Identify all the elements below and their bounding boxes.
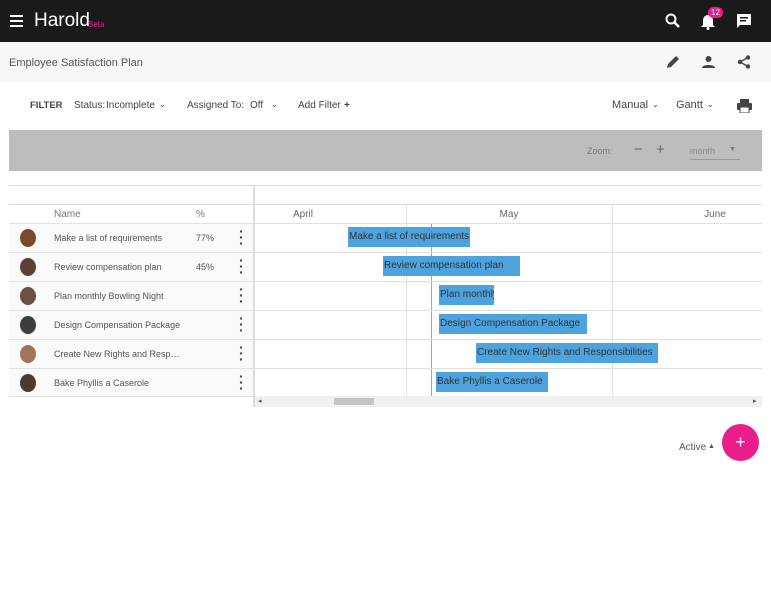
gantt-bar[interactable]: Bake Phyllis a Caserole (436, 372, 548, 392)
task-row (9, 310, 253, 339)
row-menu[interactable]: · · · (239, 281, 244, 309)
month-divider (612, 205, 613, 396)
search-icon[interactable] (665, 13, 681, 29)
row-rule (255, 281, 762, 282)
filter-label: FILTER (30, 100, 63, 111)
row-rule (255, 339, 762, 340)
status-select[interactable]: Active (679, 442, 707, 453)
row-rule (255, 223, 762, 224)
dropdown-arrow[interactable]: ⌄ (707, 100, 714, 109)
chat-icon[interactable] (736, 13, 752, 29)
dropdown-arrow[interactable]: ⌄ (159, 100, 166, 109)
assigned-filter-value[interactable]: Off (250, 100, 264, 111)
row-menu[interactable]: · · · (239, 310, 244, 338)
top-bar (0, 0, 771, 42)
sort-arrow[interactable]: ▲ (708, 443, 715, 450)
task-name[interactable]: Make a list of requirements (54, 233, 163, 243)
split-divider (253, 185, 255, 407)
column-percent: % (196, 209, 205, 220)
zoom-out[interactable]: − (634, 141, 643, 158)
today-line (431, 223, 432, 396)
task-percent: 77% (196, 233, 215, 243)
avatar (20, 229, 36, 247)
task-name[interactable]: Create New Rights and Responsibilities (54, 349, 182, 359)
task-percent: 45% (196, 262, 215, 272)
sub-header (0, 42, 771, 82)
row-menu[interactable]: · · · (239, 339, 244, 367)
zoom-label: Zoom: (587, 146, 613, 156)
zoom-in[interactable]: + (656, 141, 665, 158)
task-row (9, 281, 253, 310)
bell-icon[interactable] (700, 13, 716, 30)
person-icon[interactable] (702, 55, 715, 69)
view-select[interactable]: Gantt (676, 99, 703, 111)
status-filter-value[interactable]: Incomplete (106, 100, 155, 111)
task-name[interactable]: Review compensation plan (54, 262, 162, 272)
dropdown-arrow[interactable]: ⌄ (271, 100, 278, 109)
scroll-thumb[interactable] (334, 398, 374, 405)
task-name[interactable]: Bake Phyllis a Caserole (54, 378, 150, 388)
add-button[interactable]: + (722, 424, 759, 461)
assigned-filter-label[interactable]: Assigned To: (187, 100, 245, 111)
avatar (20, 345, 36, 363)
page-title: Employee Satisfaction Plan (9, 57, 143, 69)
task-row (9, 252, 253, 281)
scroll-left[interactable]: ◂ (258, 398, 262, 405)
gantt-bar[interactable]: Review compensation plan (383, 256, 520, 276)
avatar (20, 316, 36, 334)
month-divider (406, 205, 407, 396)
app-badge: Beta (88, 20, 105, 29)
notification-count: 12 (708, 7, 723, 18)
edit-icon[interactable] (666, 55, 680, 69)
add-filter[interactable]: Add Filter (298, 100, 341, 111)
share-icon[interactable] (737, 55, 751, 69)
dropdown-arrow[interactable]: ▼ (729, 146, 736, 153)
gantt-bar[interactable]: Create New Rights and Responsibilities (476, 343, 658, 363)
mode-select[interactable]: Manual (612, 99, 649, 111)
dropdown-arrow[interactable]: ⌄ (652, 100, 659, 109)
scroll-right[interactable]: ▸ (753, 398, 757, 405)
month-label: April (292, 209, 313, 220)
print-icon[interactable] (737, 99, 752, 113)
task-name[interactable]: Design Compensation Package (54, 320, 181, 330)
row-rule (255, 368, 762, 369)
row-rule (255, 252, 762, 253)
status-filter-label[interactable]: Status: (74, 100, 106, 111)
task-row (9, 223, 253, 252)
header-rule (9, 204, 762, 205)
gantt-bar[interactable]: Make a list of requirements (348, 227, 470, 247)
row-rule (255, 310, 762, 311)
task-name[interactable]: Plan monthly Bowling Night (54, 291, 164, 301)
scrollbar[interactable] (255, 396, 762, 407)
table-bottom (9, 396, 253, 397)
zoom-bar (9, 130, 762, 171)
menu-icon[interactable] (9, 14, 25, 28)
month-label: June (704, 209, 726, 220)
app-name: Harold (34, 10, 90, 31)
task-row (9, 339, 253, 368)
row-menu[interactable]: · · · (239, 368, 244, 396)
gantt-bar[interactable]: Plan monthly Bowling Night (439, 285, 494, 305)
row-menu[interactable]: · · · (239, 223, 244, 251)
avatar (20, 287, 36, 305)
month-label: May (499, 209, 519, 220)
avatar (20, 258, 36, 276)
task-row (9, 368, 253, 397)
avatar (20, 374, 36, 392)
add-icon[interactable]: + (344, 100, 350, 111)
row-menu[interactable]: · · · (239, 252, 244, 280)
table-header (9, 185, 762, 206)
gantt-bar[interactable]: Design Compensation Package (439, 314, 587, 334)
column-name: Name (54, 209, 81, 220)
zoom-unit[interactable]: month (690, 146, 740, 160)
